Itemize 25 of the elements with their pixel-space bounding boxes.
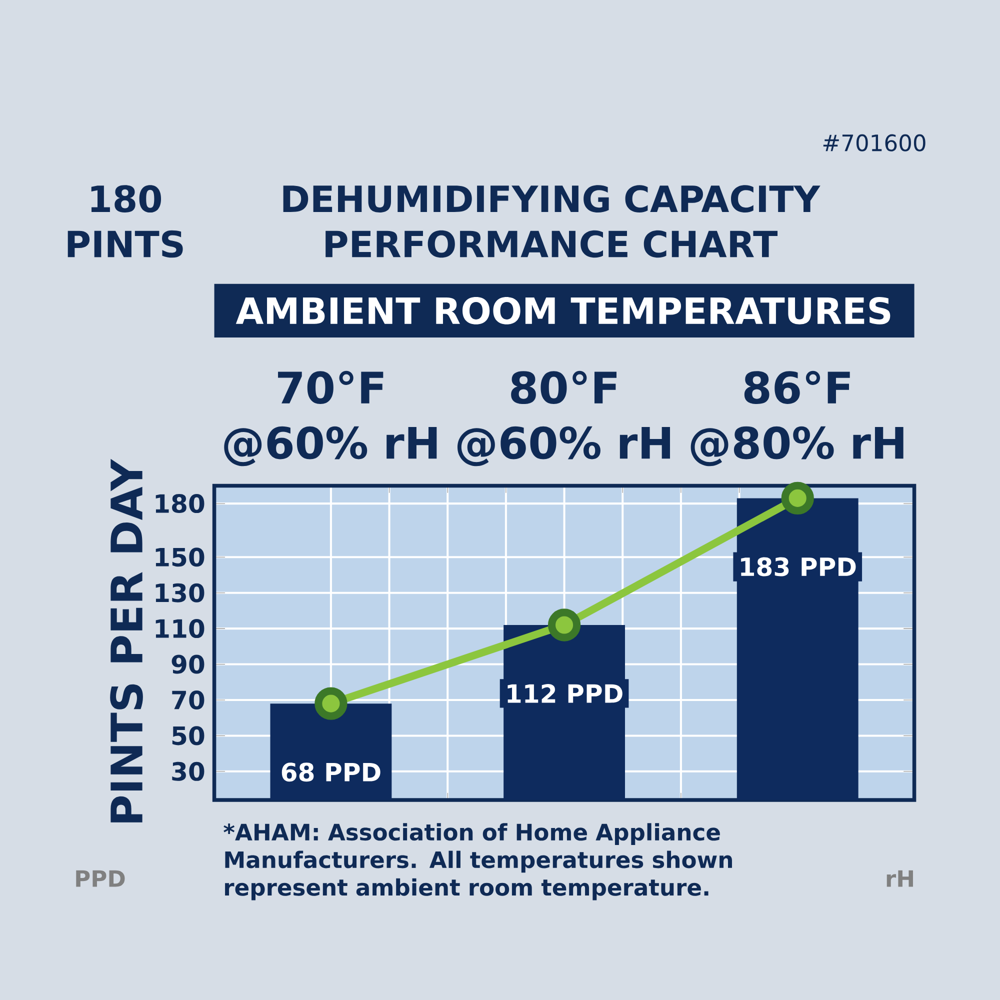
data-label: 183 PPD xyxy=(741,557,856,576)
y-tick-label: 150 xyxy=(156,548,204,567)
y-tick-label: 50 xyxy=(172,726,204,746)
y-tick-label: 130 xyxy=(156,583,204,602)
x-tick-label: 80°F @60% rH xyxy=(457,370,670,466)
y-tick-label: 30 xyxy=(172,762,204,781)
y-tick-label: 90 xyxy=(172,654,204,674)
x-tick-label: 70°F @60% rH xyxy=(224,370,437,466)
chart-subtitle: AMBIENT ROOM TEMPERATURES xyxy=(236,297,890,324)
text: *AHAM: Association of Home Appliance Manufacturers. All temperatures shown represent ambient room temperature. xyxy=(224,823,732,900)
y-tick-label: 180 xyxy=(156,494,204,514)
chart-title: DEHUMIDIFYING CAPACITY PERFORMANCE CHART xyxy=(283,185,820,258)
y-tick-label: 70 xyxy=(172,690,204,710)
y-tick-label: 110 xyxy=(156,619,204,638)
data-label: 112 PPD xyxy=(508,684,622,703)
text: 180 PINTS xyxy=(68,185,183,258)
text: PPD xyxy=(76,870,125,887)
text: rH xyxy=(886,870,913,887)
x-tick-label: 86°F @80% rH xyxy=(690,370,904,466)
point xyxy=(781,482,814,515)
point xyxy=(548,608,581,642)
data-label: 68 PPD xyxy=(282,762,380,782)
point xyxy=(314,687,348,720)
y-axis-title: PINTS PER DAY xyxy=(110,458,143,822)
text: #701600 xyxy=(823,134,926,152)
